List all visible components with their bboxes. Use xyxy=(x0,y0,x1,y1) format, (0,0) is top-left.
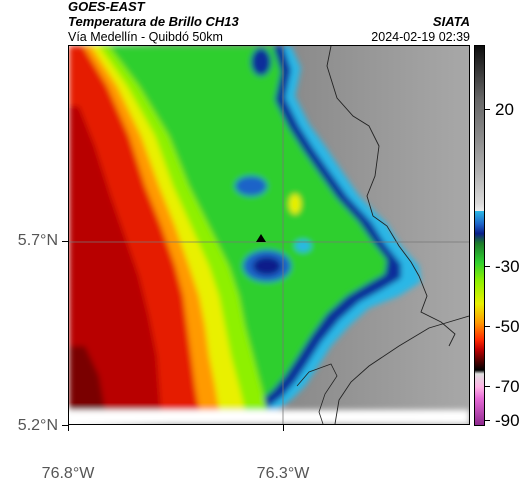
colorbar-label-minus-30: -30 xyxy=(495,257,520,276)
map-canvas xyxy=(69,46,469,424)
lon-tick-76-8: 76.8°W xyxy=(41,465,95,482)
triangle-marker xyxy=(256,234,266,242)
coastline xyxy=(326,46,456,347)
lon-tick-mark xyxy=(68,425,69,431)
colorbar-tick xyxy=(485,386,490,387)
temperature-colorbar xyxy=(474,45,485,426)
colorbar-tick xyxy=(485,326,490,327)
organization-label: SIATA xyxy=(432,14,470,29)
lat-tick-5-2: 5.2°N xyxy=(17,417,58,434)
colorbar-tick xyxy=(485,266,490,267)
product-title: Temperatura de Brillo CH13 xyxy=(68,14,239,29)
cold-core-center xyxy=(235,176,267,196)
timestamp-label: 2024-02-19 02:39 xyxy=(371,30,470,44)
lat-tick-mark xyxy=(62,425,68,426)
inland-boundary xyxy=(334,315,469,424)
colorbar-label-20: 20 xyxy=(495,100,514,119)
brightness-temperature-map[interactable] xyxy=(68,45,470,425)
bottom-strip xyxy=(69,410,469,424)
lat-tick-5-7: 5.7°N xyxy=(17,232,58,249)
darkred-cloud-body xyxy=(69,106,161,410)
region-subtitle: Vía Medellín - Quibdó 50km xyxy=(68,30,223,44)
warm-spot-yellow xyxy=(289,194,301,214)
lat-tick-mark xyxy=(62,241,68,242)
colorbar-label-minus-50: -50 xyxy=(495,317,520,336)
cold-core-south-inner xyxy=(253,257,281,275)
lon-tick-mark xyxy=(283,425,284,431)
deep-red-core xyxy=(69,346,105,410)
colorbar-label-minus-90: -90 xyxy=(495,411,520,430)
colorbar-tick xyxy=(485,109,490,110)
colorbar-label-minus-70: -70 xyxy=(495,377,520,396)
river-line xyxy=(296,363,338,424)
lon-tick-76-3: 76.3°W xyxy=(256,465,310,482)
satellite-name: GOES-EAST xyxy=(68,0,145,14)
cold-core-east xyxy=(295,240,311,252)
colorbar-tick xyxy=(485,420,490,421)
cold-core-north xyxy=(251,48,271,76)
